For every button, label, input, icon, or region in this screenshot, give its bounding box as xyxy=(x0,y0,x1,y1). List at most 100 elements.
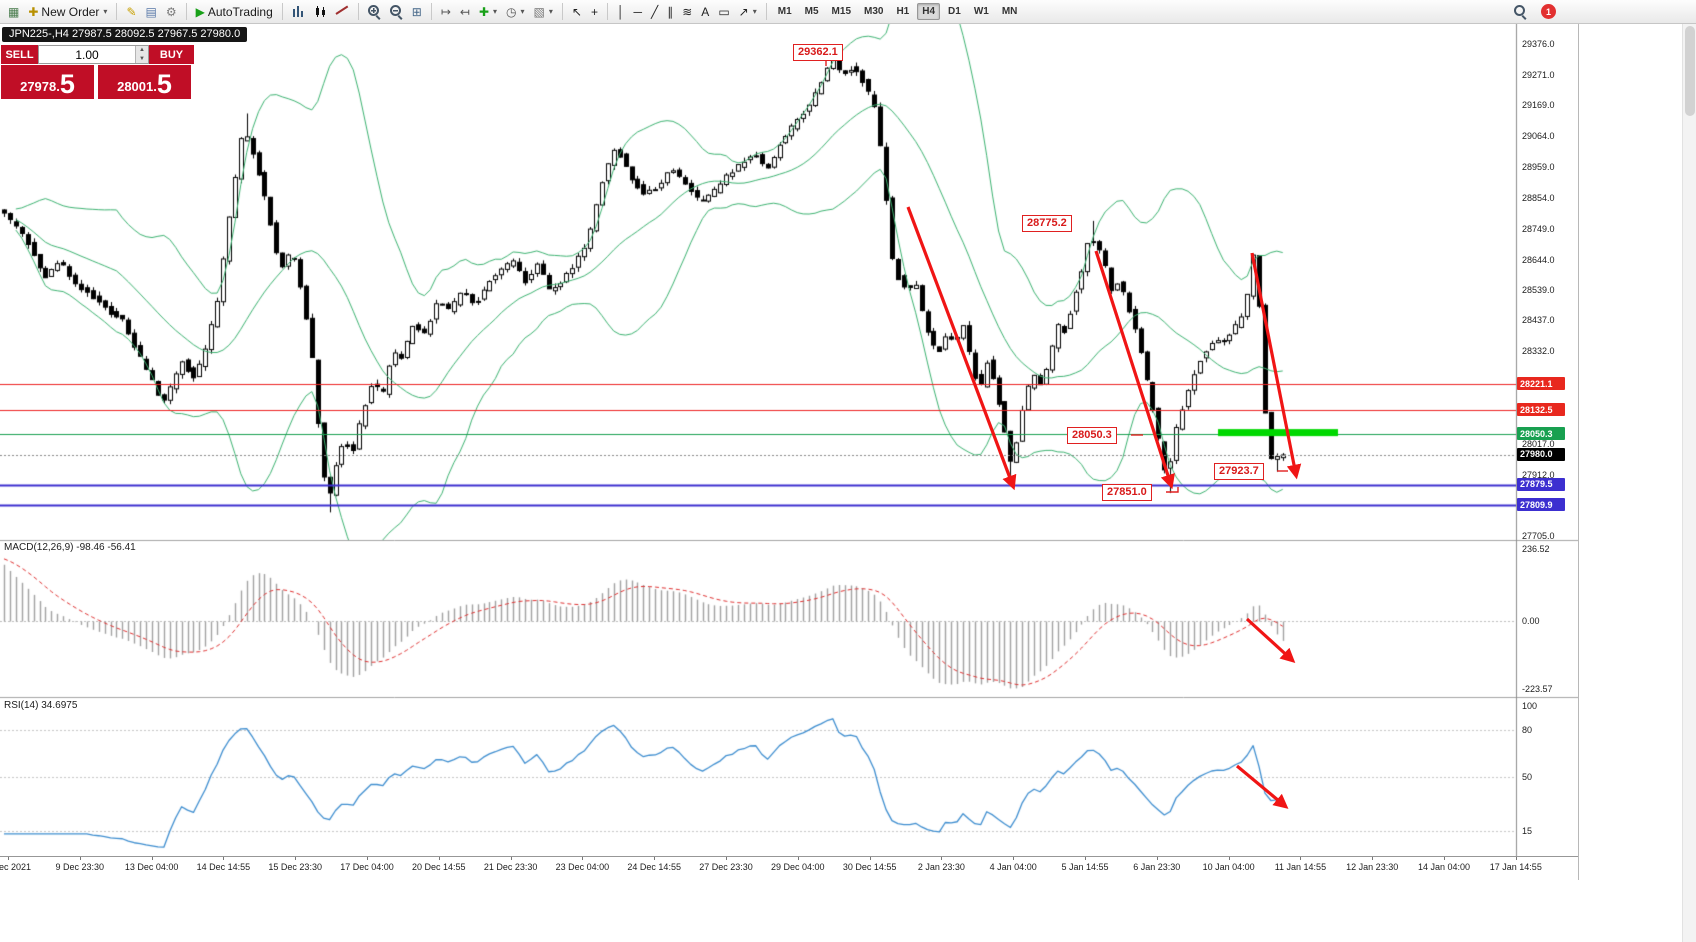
text-button[interactable]: A xyxy=(697,1,713,23)
zoom-in-button[interactable] xyxy=(364,1,385,23)
price-callout[interactable]: 28775.2 xyxy=(1022,215,1072,232)
chart-shift-button[interactable]: ↤ xyxy=(456,1,474,23)
cursor-button[interactable]: ↖ xyxy=(568,1,586,23)
buy-price[interactable]: 28001. 5 xyxy=(98,65,191,99)
new-order-label: New Order xyxy=(41,4,100,19)
price-callout[interactable]: 29362.1 xyxy=(793,44,843,61)
crosshair-button[interactable]: + xyxy=(587,1,602,23)
tile-windows-button[interactable]: ⊞ xyxy=(408,1,426,23)
timeframe-h1-button[interactable]: H1 xyxy=(896,6,910,17)
volume-spinner[interactable]: ▲ ▼ xyxy=(38,45,149,64)
periods-button[interactable]: ◷ ▾ xyxy=(502,1,529,23)
timeframe-m5-button[interactable]: M5 xyxy=(804,6,819,17)
timeframe-d1-button[interactable]: D1 xyxy=(948,6,961,17)
autotrading-label: AutoTrading xyxy=(207,4,273,19)
equidistant-channel-button[interactable]: ∥ xyxy=(663,1,677,23)
time-axis-tick xyxy=(797,857,799,860)
time-axis-tick xyxy=(8,857,9,860)
objects-group: │ ─ ╱ ∥ ≋ A ▭ ↗ ▾ xyxy=(613,1,761,23)
timeframe-mn-button[interactable]: MN xyxy=(1001,6,1018,17)
indicators-button[interactable]: ✚ ▾ xyxy=(475,1,501,23)
metaeditor-button[interactable]: ✎ xyxy=(122,1,140,23)
new-chart-button[interactable]: ▦ xyxy=(4,1,23,23)
chart-canvas[interactable] xyxy=(0,24,1578,856)
sell-price[interactable]: 27978. 5 xyxy=(1,65,94,99)
arrows-tool-icon: ↗ xyxy=(738,4,749,19)
timeframe-m30-button[interactable]: M30 xyxy=(864,6,884,17)
zoom-in-icon xyxy=(367,5,381,18)
time-axis-label: 13 Dec 04:00 xyxy=(124,862,179,872)
toolbar: ▦ ✚ New Order ▾ ✎ ▤ ⚙ ▶ AutoTrading ⊞ ↦ ↤ ✚ ▾ ◷ ▾ ▧ ▾ ↖ + │ ─… xyxy=(0,0,1696,24)
time-axis-label: 11 Jan 14:55 xyxy=(1274,862,1327,872)
indicators-dropdown-caret[interactable]: ▾ xyxy=(493,7,498,16)
toolbar-right-group: 1 xyxy=(1510,1,1556,23)
horizontal-line-button[interactable]: ─ xyxy=(629,1,646,23)
print-button[interactable]: ▤ xyxy=(142,1,161,23)
price-callout[interactable]: 27851.0 xyxy=(1102,484,1152,501)
vertical-line-icon: │ xyxy=(616,4,625,19)
candlestick-chart-icon xyxy=(313,5,327,18)
price-callout[interactable]: 28050.3 xyxy=(1067,427,1117,444)
auto-scroll-button[interactable]: ↦ xyxy=(437,1,455,23)
text-label-button[interactable]: ▭ xyxy=(714,1,733,23)
toolbar-separator xyxy=(765,3,767,20)
scrollbar-thumb[interactable] xyxy=(1685,26,1695,116)
zoom-out-button[interactable] xyxy=(386,1,407,23)
time-axis-label: 21 Dec 23:30 xyxy=(483,862,538,872)
notifications-badge[interactable]: 1 xyxy=(1541,4,1556,19)
equidistant-channel-icon: ∥ xyxy=(667,4,674,19)
auto-scroll-icon: ↦ xyxy=(440,4,451,19)
options-icon: ⚙ xyxy=(165,4,177,19)
time-axis-tick xyxy=(869,857,871,860)
new-chart-icon: ▦ xyxy=(8,4,20,19)
chart-symbol-label: JPN225-,H4 27987.5 28092.5 27967.5 27980… xyxy=(2,27,248,42)
templates-dropdown-caret[interactable]: ▾ xyxy=(548,7,553,16)
time-axis[interactable]: 9 Dec 2021 9 Dec 23:30 13 Dec 04:00 14 Dec … xyxy=(0,856,1578,881)
macd-indicator-label: MACD(12,26,9) -98.46 -56.41 xyxy=(4,542,136,553)
templates-button[interactable]: ▧ ▾ xyxy=(530,1,557,23)
timeframe-h4-button[interactable]: H4 xyxy=(917,3,941,20)
line-chart-button[interactable] xyxy=(332,1,353,23)
price-axis[interactable] xyxy=(1516,24,1578,856)
new-order-button[interactable]: ✚ New Order ▾ xyxy=(24,1,111,23)
periods-dropdown-caret[interactable]: ▾ xyxy=(520,7,525,16)
candlestick-chart-button[interactable] xyxy=(310,1,331,23)
sell-button[interactable]: SELL xyxy=(1,45,38,64)
trendline-button[interactable]: ╱ xyxy=(647,1,662,23)
volume-increase-button[interactable]: ▲ xyxy=(135,46,148,55)
price-callout[interactable]: 27923.7 xyxy=(1214,463,1264,480)
arrows-tool-dropdown-caret[interactable]: ▾ xyxy=(752,7,757,16)
trendline-icon: ╱ xyxy=(651,4,659,19)
autotrading-group: ▶ AutoTrading xyxy=(192,1,277,23)
time-axis-label: 17 Jan 14:55 xyxy=(1489,862,1542,872)
timeframe-w1-button[interactable]: W1 xyxy=(973,6,989,17)
autotrading-button[interactable]: ▶ AutoTrading xyxy=(192,1,277,23)
print-icon: ▤ xyxy=(145,4,157,19)
timeframes-group: M1 M5 M15 M30 H1 H4 D1 W1 MN xyxy=(772,3,1024,20)
time-axis-label: 29 Dec 04:00 xyxy=(771,862,825,872)
time-axis-tick xyxy=(1085,857,1086,860)
arrows-tool-button[interactable]: ↗ ▾ xyxy=(735,1,761,23)
search-button[interactable] xyxy=(1510,1,1531,23)
time-axis-label: 12 Jan 23:30 xyxy=(1346,862,1399,872)
options-button[interactable]: ⚙ xyxy=(162,1,181,23)
toolbar-separator xyxy=(185,3,187,20)
metaeditor-icon: ✎ xyxy=(126,4,137,19)
fibonacci-button[interactable]: ≋ xyxy=(678,1,696,23)
vertical-line-button[interactable]: │ xyxy=(613,1,629,23)
volume-decrease-button[interactable]: ▼ xyxy=(135,54,148,63)
volume-input[interactable] xyxy=(39,46,135,63)
toolbar-separator xyxy=(281,3,283,20)
time-axis-label: 9 Dec 2021 xyxy=(0,862,32,872)
timeframe-m15-button[interactable]: M15 xyxy=(831,6,851,17)
time-axis-label: 10 Jan 04:00 xyxy=(1202,862,1255,872)
buy-button[interactable]: BUY xyxy=(149,45,194,64)
new-order-dropdown-caret[interactable]: ▾ xyxy=(103,7,108,16)
vertical-scrollbar[interactable] xyxy=(1682,24,1696,942)
time-axis-tick xyxy=(654,857,656,860)
timeframe-m1-button[interactable]: M1 xyxy=(777,6,792,17)
text-icon: A xyxy=(701,4,710,19)
rsi-indicator-label: RSI(14) 34.6975 xyxy=(4,700,78,711)
bar-chart-button[interactable] xyxy=(288,1,309,23)
time-axis-tick xyxy=(1156,857,1158,860)
